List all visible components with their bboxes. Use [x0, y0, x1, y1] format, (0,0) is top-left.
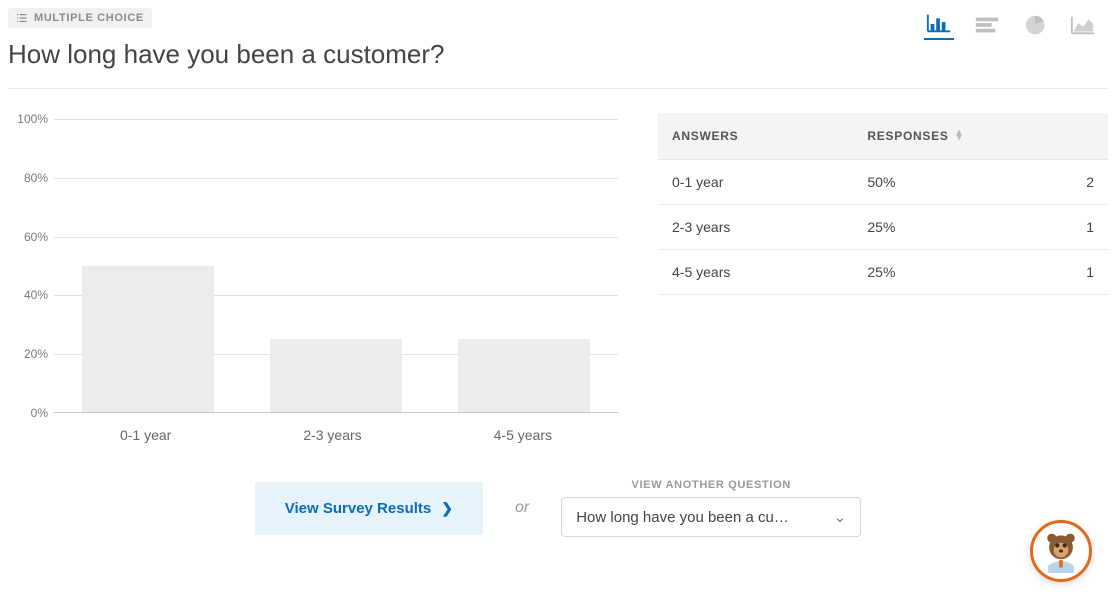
mascot-icon	[1039, 529, 1083, 573]
chart-type-switcher	[924, 14, 1098, 40]
pct-cell: 25%	[853, 250, 1008, 295]
table-row: 2-3 years25%1	[658, 205, 1108, 250]
count-cell: 1	[1009, 250, 1108, 295]
dropdown-value: How long have you been a cu…	[576, 509, 789, 526]
answer-cell: 4-5 years	[658, 250, 853, 295]
table-row: 0-1 year50%2	[658, 160, 1108, 205]
y-tick-label: 20%	[8, 347, 48, 361]
bar	[82, 266, 214, 413]
bar	[270, 339, 402, 412]
pct-cell: 50%	[853, 160, 1008, 205]
question-type-label: MULTIPLE CHOICE	[34, 12, 144, 24]
question-type-badge: MULTIPLE CHOICE	[8, 8, 152, 28]
chart-type-hbar-icon[interactable]	[972, 14, 1002, 40]
y-tick-label: 80%	[8, 171, 48, 185]
y-tick-label: 0%	[8, 406, 48, 420]
x-tick-label: 4-5 years	[494, 427, 552, 443]
view-results-button[interactable]: View Survey Results ❯	[255, 482, 483, 535]
col-responses[interactable]: RESPONSES ▴▾	[853, 113, 1108, 160]
list-icon	[16, 12, 28, 24]
chart-type-bar-icon[interactable]	[924, 14, 954, 40]
view-another-label: VIEW ANOTHER QUESTION	[561, 479, 861, 491]
col-answers[interactable]: ANSWERS	[658, 113, 853, 160]
question-dropdown[interactable]: How long have you been a cu… ⌄	[561, 497, 861, 537]
y-tick-label: 100%	[8, 112, 48, 126]
chevron-down-icon: ⌄	[834, 508, 847, 526]
answers-table: ANSWERS RESPONSES ▴▾ 0-1 year50%22-3 yea…	[658, 113, 1108, 295]
chart-type-pie-icon[interactable]	[1020, 14, 1050, 40]
answer-cell: 2-3 years	[658, 205, 853, 250]
pct-cell: 25%	[853, 205, 1008, 250]
x-tick-label: 2-3 years	[303, 427, 361, 443]
bar	[458, 339, 590, 412]
header-divider	[8, 88, 1108, 89]
bar-chart: 0% 20% 40% 60% 80% 100% 0-1 year 2-3 years 4-5 …	[8, 113, 618, 443]
answer-cell: 0-1 year	[658, 160, 853, 205]
count-cell: 1	[1009, 205, 1108, 250]
x-tick-label: 0-1 year	[120, 427, 171, 443]
sort-icon: ▴▾	[957, 130, 963, 140]
y-tick-label: 60%	[8, 230, 48, 244]
chevron-right-icon: ❯	[441, 500, 453, 517]
y-tick-label: 40%	[8, 288, 48, 302]
help-bubble-button[interactable]	[1030, 520, 1092, 582]
or-label: or	[515, 499, 529, 517]
table-row: 4-5 years25%1	[658, 250, 1108, 295]
question-title: How long have you been a customer?	[8, 39, 445, 70]
count-cell: 2	[1009, 160, 1108, 205]
chart-type-area-icon[interactable]	[1068, 14, 1098, 40]
